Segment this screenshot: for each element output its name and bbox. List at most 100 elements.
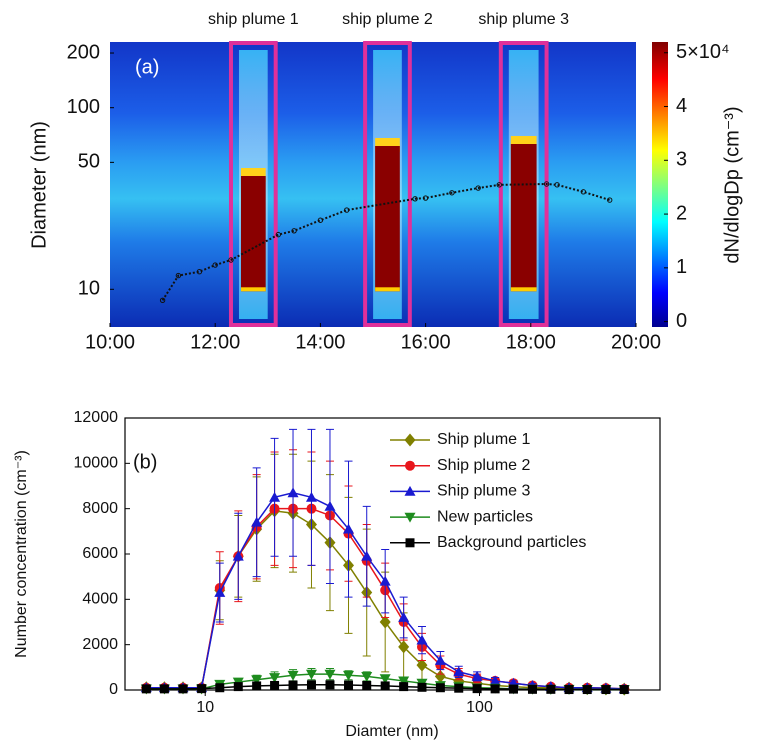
y-tick-label: 12000 xyxy=(74,409,119,426)
data-point xyxy=(379,674,391,685)
plot-frame xyxy=(124,417,661,691)
data-point xyxy=(287,487,299,498)
data-point xyxy=(489,675,501,686)
data-point xyxy=(601,685,611,695)
colorbar-tick-label: 5×10⁴ xyxy=(676,41,730,63)
data-point xyxy=(252,681,262,691)
plume-label: ship plume 3 xyxy=(478,11,569,28)
x-tick-label: 16:00 xyxy=(401,331,451,353)
data-point xyxy=(269,673,281,684)
data-point xyxy=(324,500,336,511)
data-point xyxy=(380,681,390,691)
legend-marker xyxy=(404,433,416,447)
mode-point xyxy=(554,182,560,188)
data-point xyxy=(454,683,464,693)
data-point xyxy=(251,675,263,686)
legend-marker xyxy=(404,512,416,523)
data-point xyxy=(398,676,410,687)
mode-point xyxy=(275,231,282,238)
x-axis-label: Diamter (nm) xyxy=(345,723,438,740)
mode-point xyxy=(607,197,613,203)
plume-peak xyxy=(375,146,400,292)
data-point xyxy=(398,611,410,622)
y-tick-label: 4000 xyxy=(82,591,118,608)
mode-point xyxy=(496,182,502,188)
y-tick-label: 6000 xyxy=(82,545,118,562)
data-point xyxy=(141,684,151,694)
heatmap-background xyxy=(110,42,636,327)
data-point xyxy=(379,575,391,586)
y-tick-label: 10 xyxy=(78,278,100,300)
data-point xyxy=(251,516,263,527)
data-point xyxy=(619,685,629,695)
data-point xyxy=(324,669,336,680)
data-point xyxy=(398,640,410,654)
data-point xyxy=(399,682,409,692)
data-point xyxy=(159,684,169,694)
mode-point xyxy=(475,185,481,191)
mode-point xyxy=(344,207,350,213)
data-point xyxy=(453,666,465,677)
data-point xyxy=(472,684,482,694)
data-point xyxy=(434,655,446,665)
data-point xyxy=(508,684,518,694)
y-tick-label: 8000 xyxy=(82,500,118,517)
data-point xyxy=(325,680,335,690)
data-point xyxy=(435,683,445,693)
data-point xyxy=(343,670,355,681)
x-tick-label: 10:00 xyxy=(85,331,135,353)
data-point xyxy=(233,682,243,692)
mode-point xyxy=(412,196,418,202)
y-tick-label: 0 xyxy=(109,681,118,698)
legend-label: New particles xyxy=(437,508,533,525)
data-point xyxy=(564,685,574,695)
plume-label: ship plume 1 xyxy=(208,11,299,28)
y-axis-label: Number concentration (cm⁻³) xyxy=(13,450,30,658)
data-point xyxy=(546,684,556,694)
data-point xyxy=(215,683,225,693)
data-point xyxy=(197,684,207,694)
mode-point xyxy=(422,195,429,201)
colorbar-tick-label: 1 xyxy=(676,256,687,278)
mode-point xyxy=(543,181,550,187)
mode-point xyxy=(175,272,182,279)
data-point xyxy=(305,491,317,502)
data-point xyxy=(417,682,427,692)
data-point xyxy=(361,672,373,682)
y-axis-label: Diameter (nm) xyxy=(28,121,50,249)
plume-edge xyxy=(375,287,400,292)
data-point xyxy=(178,684,188,694)
data-point xyxy=(232,550,244,561)
x-tick-label: 18:00 xyxy=(506,331,556,353)
mode-point xyxy=(291,228,297,234)
legend-marker xyxy=(405,538,415,548)
data-point xyxy=(214,587,226,597)
mode-point xyxy=(580,189,587,195)
plume-edge xyxy=(510,287,537,292)
mode-point xyxy=(449,190,455,196)
data-point xyxy=(269,491,281,502)
data-point xyxy=(471,670,483,681)
mode-line xyxy=(161,183,610,301)
plume-edge xyxy=(240,287,266,292)
data-point xyxy=(344,680,354,690)
plume-box xyxy=(228,41,278,327)
x-tick-label: 20:00 xyxy=(611,331,661,353)
data-point xyxy=(270,680,280,690)
legend-label: Background particles xyxy=(437,534,586,551)
y-tick-label: 100 xyxy=(67,96,100,118)
y-tick-label: 2000 xyxy=(82,636,118,653)
x-tick-label: 14:00 xyxy=(295,331,345,353)
plume-peak xyxy=(510,144,537,292)
legend-label: Ship plume 3 xyxy=(437,483,530,500)
x-tick-label: 12:00 xyxy=(190,331,240,353)
colorbar-tick-label: 2 xyxy=(676,202,687,224)
data-point xyxy=(288,680,298,690)
colorbar-tick-label: 4 xyxy=(676,95,687,117)
colorbar xyxy=(652,42,668,327)
colorbar-tick-label: 3 xyxy=(676,149,687,171)
colorbar-label: dN/dlogDp (cm⁻³) xyxy=(721,106,743,263)
mode-point xyxy=(228,257,234,263)
plume-box xyxy=(363,41,412,327)
